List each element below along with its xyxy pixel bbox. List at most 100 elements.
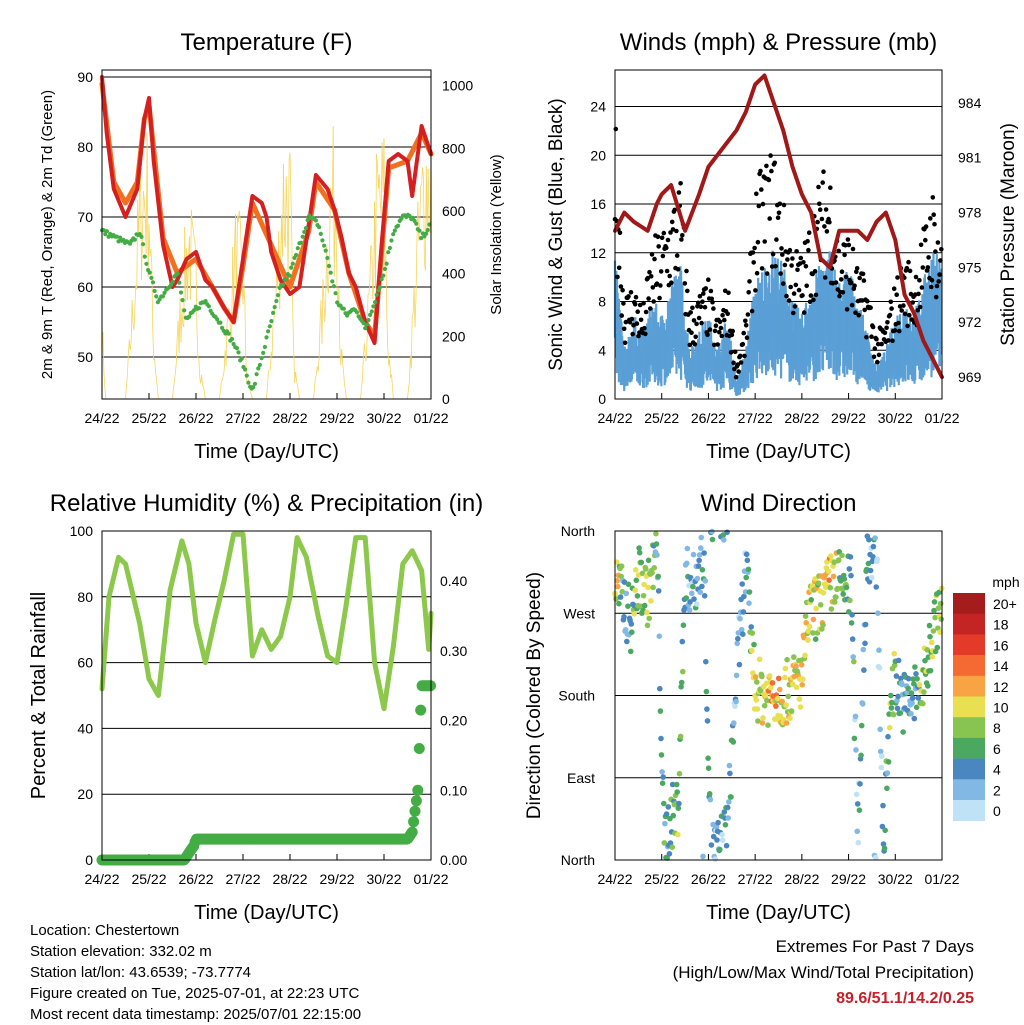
chart1-solar-segment bbox=[390, 360, 391, 378]
chart4-direction-point bbox=[733, 699, 739, 705]
chart4-xtick-label: 26/22 bbox=[691, 871, 726, 887]
chart2-gust-point bbox=[797, 288, 802, 293]
chart2-gust-point bbox=[884, 326, 889, 331]
chart4-legend-label: 12 bbox=[993, 679, 1009, 695]
chart4-direction-point bbox=[862, 641, 868, 647]
chart2-gust-point bbox=[767, 216, 772, 221]
chart2-gust-point bbox=[818, 207, 823, 212]
chart2-gust-point bbox=[806, 248, 811, 253]
chart4-xtick-label: 30/22 bbox=[878, 871, 913, 887]
chart2-gust-point bbox=[778, 202, 783, 207]
chart3-ytick-label: 60 bbox=[77, 655, 93, 671]
chart4-direction-point bbox=[629, 629, 635, 635]
chart2-gust-point bbox=[621, 301, 626, 306]
chart4-direction-point bbox=[723, 822, 729, 828]
chart4-direction-point bbox=[803, 613, 809, 619]
chart1-dewpoint-point bbox=[284, 278, 288, 282]
chart1-xtick-label: 25/22 bbox=[131, 410, 166, 426]
chart4-direction-point bbox=[866, 537, 872, 543]
chart2-gust-point bbox=[675, 253, 680, 258]
chart4-direction-point bbox=[912, 716, 918, 722]
chart4-direction-point bbox=[749, 648, 755, 654]
chart1-solar-segment bbox=[412, 314, 413, 316]
chart1-solar-segment bbox=[193, 229, 194, 237]
chart1-solar-segment bbox=[387, 314, 388, 350]
chart1-solar-segment bbox=[252, 395, 253, 399]
chart1-solar-segment bbox=[291, 192, 292, 247]
chart2-gust-point bbox=[754, 192, 759, 197]
chart2-gust-point bbox=[667, 274, 672, 279]
chart1-dewpoint-point bbox=[105, 229, 109, 233]
chart2-gust-point bbox=[661, 254, 666, 259]
chart2-gust-point bbox=[630, 317, 635, 322]
chart2-gust-point bbox=[689, 330, 694, 335]
chart4-direction-point bbox=[847, 566, 853, 572]
chart2-gust-point bbox=[871, 325, 876, 330]
chart4-direction-point bbox=[932, 599, 938, 605]
chart4-direction-point bbox=[643, 566, 649, 572]
chart2-gust-point bbox=[839, 277, 844, 282]
chart1-ytick-label: 80 bbox=[77, 139, 93, 155]
chart3-xtick-label: 24/22 bbox=[84, 871, 119, 887]
chart2-gust-point bbox=[733, 350, 738, 355]
chart1-solar-segment bbox=[334, 219, 335, 276]
chart4-direction-point bbox=[842, 576, 848, 582]
chart4-direction-point bbox=[685, 546, 691, 552]
chart4-legend-label: 20+ bbox=[993, 596, 1017, 612]
chart4-direction-point bbox=[725, 815, 731, 821]
chart4-direction-point bbox=[646, 616, 652, 622]
chart4-direction-point bbox=[891, 712, 897, 718]
chart1-dewpoint-point bbox=[144, 262, 148, 266]
chart1-dewpoint-point bbox=[281, 283, 285, 287]
chart2-gust-point bbox=[928, 216, 933, 221]
chart4-direction-point bbox=[886, 759, 892, 765]
chart1-solar-segment bbox=[388, 349, 389, 365]
chart4-direction-point bbox=[877, 727, 883, 733]
chart4-direction-point bbox=[784, 657, 790, 663]
chart1-dewpoint-point bbox=[383, 267, 387, 271]
chart4-xtick-label: 24/22 bbox=[597, 871, 632, 887]
chart1-solar-segment bbox=[286, 177, 287, 216]
chart1-xtick-label: 30/22 bbox=[366, 410, 401, 426]
chart1-solar-segment bbox=[141, 161, 142, 280]
chart2-gust-point bbox=[744, 323, 749, 328]
chart2-gust-point bbox=[743, 319, 748, 324]
chart2-gust-point bbox=[780, 252, 785, 257]
chart3-title: Relative Humidity (%) & Precipitation (i… bbox=[50, 490, 483, 517]
chart4-direction-point bbox=[909, 690, 915, 696]
chart1-dewpoint-point bbox=[246, 381, 250, 385]
chart4-direction-point bbox=[667, 851, 673, 857]
chart2-gust-point bbox=[802, 310, 807, 315]
chart4-direction-point bbox=[641, 593, 647, 599]
chart2-ytick-label: 12 bbox=[590, 245, 606, 261]
chart4-direction-point bbox=[687, 607, 693, 613]
chart2-gust-point bbox=[892, 286, 897, 291]
chart1-solar-segment bbox=[175, 363, 176, 374]
chart2-gust-point bbox=[774, 237, 779, 242]
chart2-gust-point bbox=[864, 335, 869, 340]
chart2-ytick-right-label: 972 bbox=[958, 314, 982, 330]
chart2-gust-point bbox=[758, 169, 763, 174]
chart1-solar-segment bbox=[105, 387, 106, 399]
chart4-direction-point bbox=[875, 610, 881, 616]
chart4-direction-point bbox=[768, 685, 774, 691]
chart1-dewpoint-point bbox=[181, 298, 185, 302]
chart4-direction-point bbox=[762, 703, 768, 709]
chart4-direction-point bbox=[681, 622, 687, 628]
chart4-direction-point bbox=[671, 813, 677, 819]
chart4-direction-point bbox=[745, 558, 751, 564]
chart3-precip-point bbox=[411, 795, 422, 806]
chart1-solar-segment bbox=[151, 249, 152, 265]
chart4-direction-point bbox=[642, 603, 648, 609]
chart4-direction-point bbox=[714, 837, 720, 843]
chart4-xlabel: Time (Day/UTC) bbox=[706, 902, 851, 924]
chart1-dewpoint-point bbox=[355, 310, 359, 314]
chart4-direction-point bbox=[635, 593, 641, 599]
chart1-solar-segment bbox=[147, 132, 148, 277]
chart1-ytick-right-label: 1000 bbox=[442, 78, 473, 94]
chart2-gust-point bbox=[756, 240, 761, 245]
chart2-gust-point bbox=[903, 312, 908, 317]
chart2-gust-point bbox=[706, 277, 711, 282]
chart4-direction-point bbox=[626, 582, 632, 588]
chart1-solar-segment bbox=[325, 303, 326, 322]
